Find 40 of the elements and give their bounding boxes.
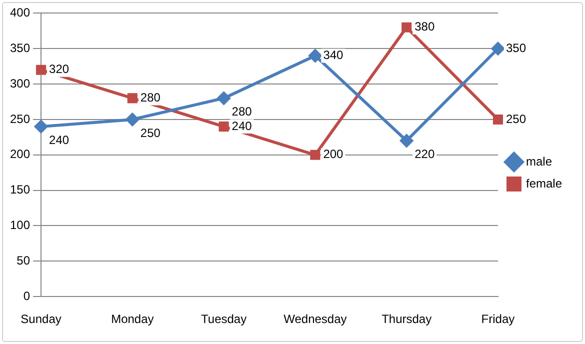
data-label: 200 xyxy=(323,147,344,162)
legend-label: female xyxy=(526,176,562,190)
point xyxy=(217,92,230,105)
point xyxy=(310,150,320,160)
y-tick-label: 350 xyxy=(10,40,30,55)
data-label: 380 xyxy=(414,20,435,34)
point xyxy=(491,42,504,56)
x-tick-label: Friday xyxy=(481,312,515,326)
y-tick-label: 200 xyxy=(10,147,30,162)
data-label: 340 xyxy=(323,48,344,62)
data-label: 250 xyxy=(140,126,161,140)
y-tick-label: 100 xyxy=(10,218,30,232)
data-label: 220 xyxy=(414,147,435,162)
legend-label: male xyxy=(526,154,552,168)
y-tick-label: 250 xyxy=(10,112,30,126)
x-tick-label: Thursday xyxy=(382,312,432,326)
data-label: 280 xyxy=(140,90,161,105)
point xyxy=(218,122,229,132)
x-tick-label: Sunday xyxy=(20,312,62,326)
y-tick-label: 300 xyxy=(10,76,30,90)
y-tick-label: 50 xyxy=(16,253,30,268)
point xyxy=(402,22,412,32)
y-tick-label: 150 xyxy=(10,182,30,197)
point xyxy=(492,114,504,125)
data-label: 350 xyxy=(506,40,526,55)
x-tick-label: Wednesday xyxy=(284,312,347,326)
point xyxy=(126,112,139,126)
point xyxy=(36,64,46,75)
data-label: 320 xyxy=(49,62,70,76)
data-label: 240 xyxy=(49,132,70,147)
point xyxy=(400,134,414,148)
data-label: 280 xyxy=(232,104,252,119)
x-tick-label: Monday xyxy=(111,312,154,326)
data-label: 240 xyxy=(232,118,252,133)
y-tick-label: 400 xyxy=(10,6,30,20)
x-tick-label: Tuesday xyxy=(201,312,247,326)
y-tick-label: 0 xyxy=(23,288,30,303)
point xyxy=(308,49,322,62)
data-label: 250 xyxy=(506,112,526,126)
point xyxy=(127,93,138,104)
